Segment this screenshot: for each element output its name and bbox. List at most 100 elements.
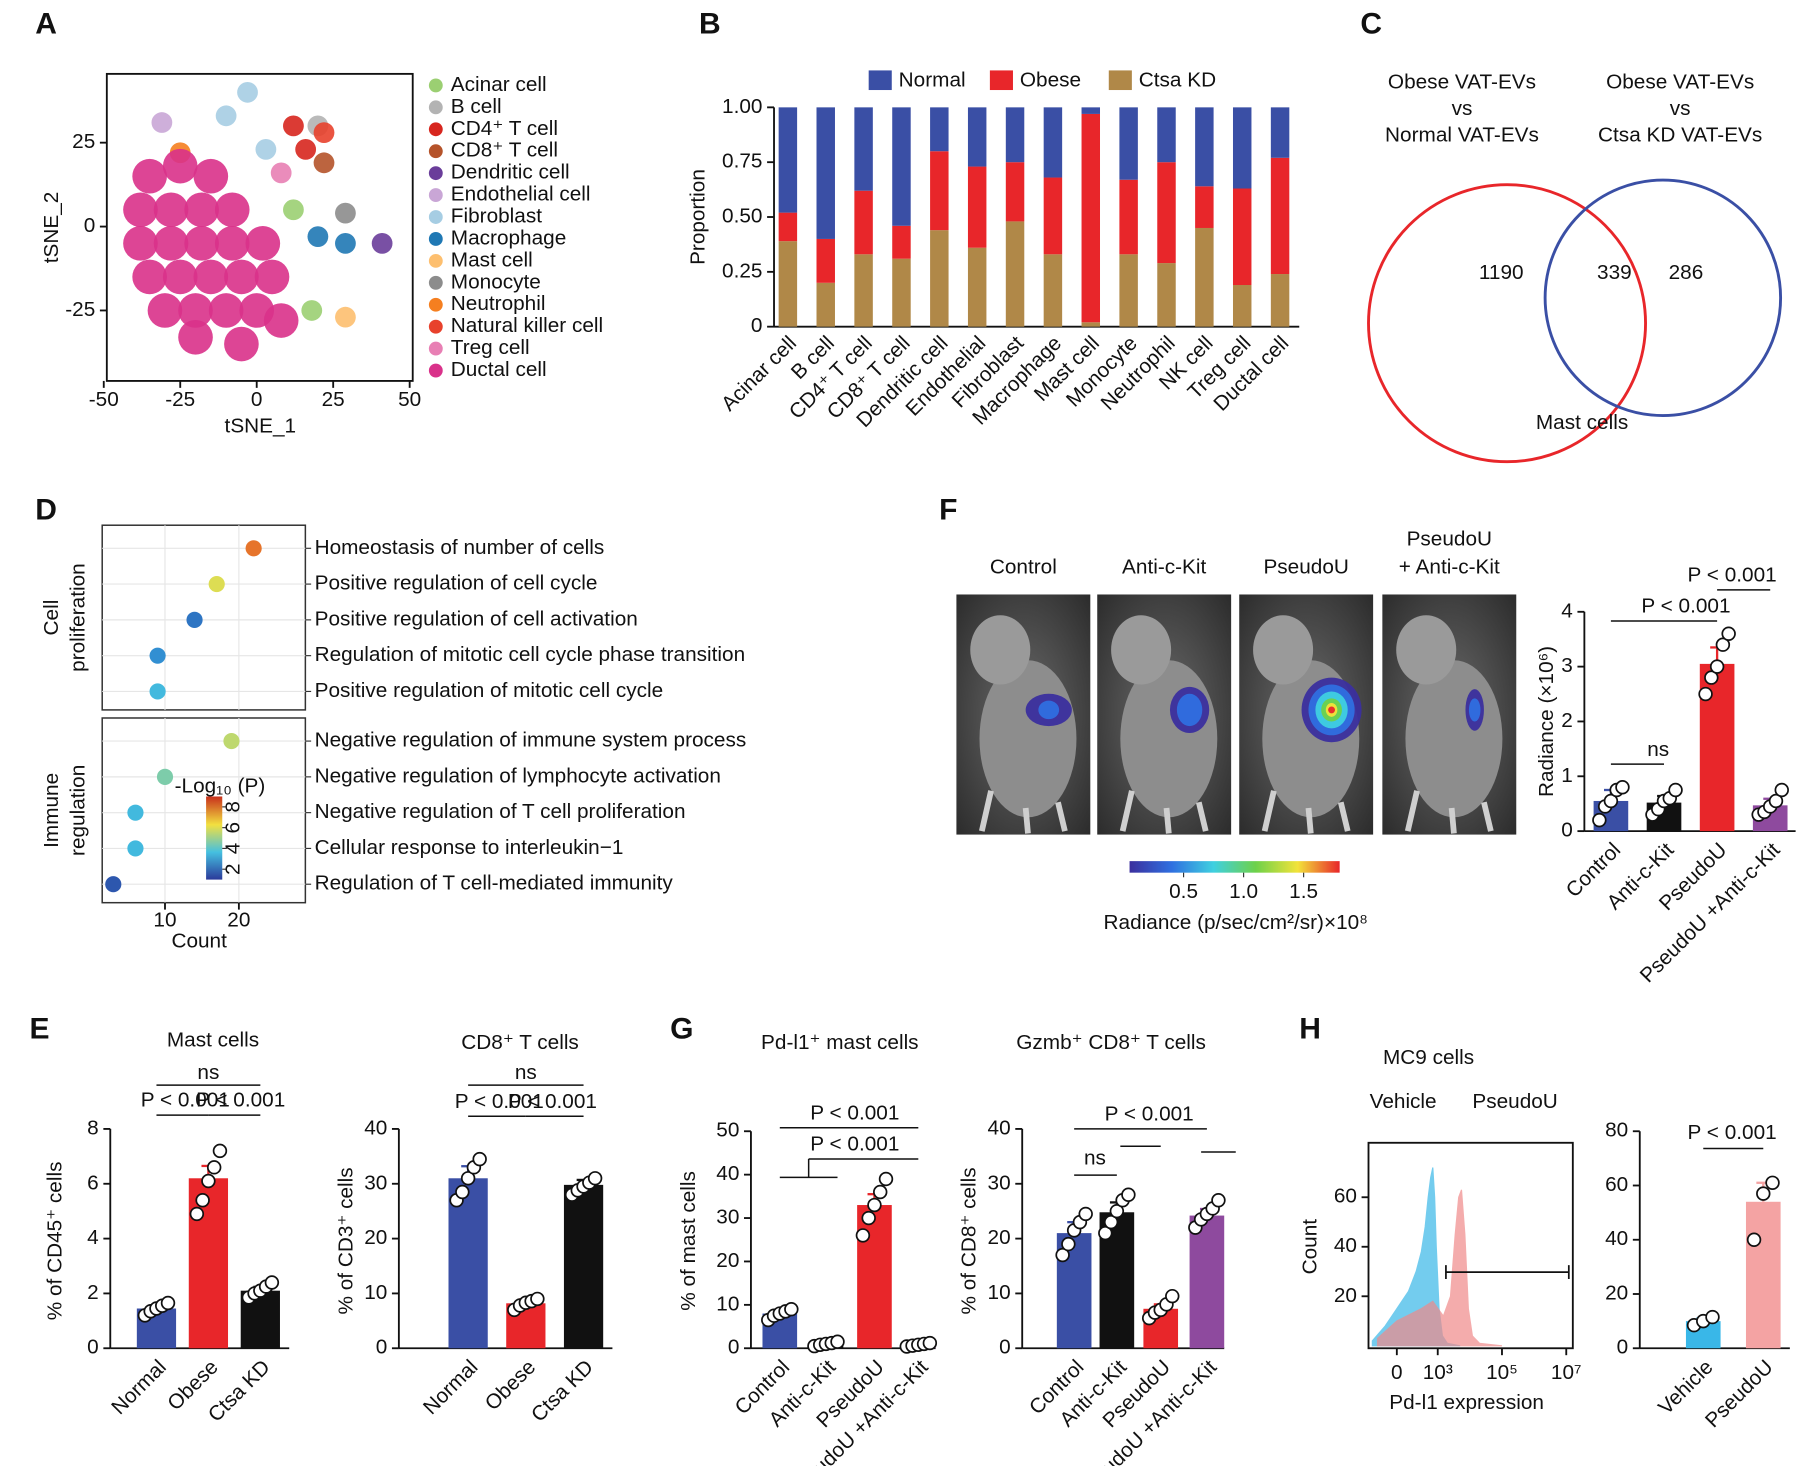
y-tick-label: 40 [1334, 1234, 1357, 1257]
panel-letter: B [699, 7, 721, 40]
data-point [455, 1184, 470, 1200]
y-axis-label: % of mast cells [677, 1171, 700, 1311]
data-point [1668, 782, 1683, 798]
y-tick-label: 60 [1334, 1185, 1357, 1208]
bar-segment [854, 190, 873, 255]
data-point [1709, 659, 1725, 674]
term-label: Homeostasis of number of cells [315, 536, 605, 559]
bar-segment [1157, 107, 1176, 163]
chart-title: Gzmb⁺ CD8⁺ T cells [1016, 1031, 1206, 1054]
set-label: vs [1452, 97, 1473, 120]
scatter-point [313, 152, 335, 174]
bar [563, 1184, 604, 1349]
legend-marker [428, 188, 443, 203]
scatter-point [123, 192, 158, 228]
term-label: Negative regulation of lymphocyte activa… [315, 764, 721, 787]
y-tick-label: 20 [1605, 1281, 1628, 1304]
set-label: Normal VAT-EVs [1385, 124, 1539, 147]
bar-segment [1232, 107, 1252, 189]
bar-segment [1005, 221, 1025, 327]
annotation: P < 0.001 [1688, 1121, 1777, 1144]
legend-swatch [989, 70, 1013, 91]
scatter-point [335, 232, 356, 254]
scatter-point [335, 202, 356, 224]
data-point [189, 1206, 205, 1222]
y-tick-label: 10 [364, 1281, 387, 1304]
legend-marker [428, 319, 443, 334]
scatter-point [132, 158, 167, 194]
legend-marker [428, 144, 443, 159]
scatter-point [224, 259, 259, 295]
bar-segment [1270, 107, 1290, 158]
term-label: Negative regulation of T cell proliferat… [315, 800, 686, 823]
y-tick-label: 1 [1561, 764, 1573, 787]
y-tick-label: 60 [1605, 1173, 1628, 1196]
y-tick-label: 50 [716, 1119, 739, 1142]
legend-label: CD4⁺ T cell [451, 117, 558, 140]
x-tick-label: 10⁵ [1486, 1361, 1518, 1384]
legend-marker [428, 363, 443, 378]
mouse-head [1396, 615, 1457, 685]
scatter-point [270, 162, 292, 184]
legend-label: Acinar cell [451, 73, 547, 96]
scatter-point [193, 158, 229, 194]
panel-letter: D [35, 493, 57, 526]
bar-segment [1157, 162, 1176, 264]
count-label: 286 [1669, 261, 1704, 284]
colorbar-title: -Log₁₀ (P) [175, 775, 266, 798]
set-label: Obese VAT-EVs [1606, 71, 1754, 94]
legend-marker [428, 166, 443, 181]
data-point [878, 1171, 894, 1187]
y-tick-label: 40 [988, 1116, 1011, 1139]
data-point [1721, 626, 1736, 641]
x-tick-label: Ctsa KD [527, 1356, 598, 1427]
chart-title: Pd-l1⁺ mast cells [761, 1031, 919, 1054]
data-point [530, 1291, 545, 1307]
y-tick-label: 0 [376, 1336, 388, 1359]
bar-segment [816, 238, 835, 283]
colorbar-label: Radiance (p/sec/cm²/sr)×10⁸ [1104, 911, 1368, 934]
y-tick-label: 30 [364, 1171, 387, 1194]
image-label: Control [990, 555, 1057, 578]
annotation: P < 0.001 [1105, 1103, 1194, 1126]
bar-segment [967, 107, 987, 167]
x-axis-label: tSNE_1 [225, 415, 297, 438]
group-label: proliferation [67, 563, 90, 672]
bar-segment [854, 254, 873, 327]
colorbar-tick-label: 6 [221, 822, 244, 834]
bar-segment [1119, 254, 1138, 327]
bar-segment [1195, 227, 1214, 327]
mouse-legs [1261, 790, 1351, 834]
data-point [1061, 1236, 1076, 1252]
data-point [922, 1335, 938, 1351]
term-label: Negative regulation of immune system pro… [315, 729, 747, 752]
bar-segment [778, 241, 798, 327]
bar [1745, 1201, 1781, 1349]
chart-title: MC9 cells [1383, 1046, 1474, 1069]
y-tick-label: 20 [988, 1226, 1011, 1249]
scatter-point [123, 226, 158, 261]
x-tick-label: 0 [251, 388, 263, 411]
scatter-point [208, 293, 244, 328]
bar-segment [778, 107, 798, 213]
y-tick-label: 40 [1605, 1227, 1628, 1250]
bar-segment [1119, 179, 1138, 255]
x-tick-label: -25 [165, 388, 195, 411]
scatter-point [301, 300, 323, 321]
y-tick-label: 10 [988, 1281, 1011, 1304]
scatter-point [178, 319, 213, 355]
scatter-point [254, 259, 290, 295]
mouse-legs [1119, 790, 1209, 834]
annotation: P < 0.001 [508, 1090, 597, 1113]
bar-segment [1043, 107, 1063, 178]
data-point [861, 1210, 876, 1226]
y-tick-label: 0.75 [722, 150, 762, 173]
colorbar-tick-label: 1.0 [1229, 880, 1258, 903]
scatter-point [295, 138, 317, 160]
data-point [1715, 637, 1731, 652]
y-tick-label: 10 [716, 1292, 739, 1315]
data-point [1768, 793, 1784, 809]
y-axis-label: Radiance (×10⁶) [1535, 646, 1558, 797]
legend-swatch [868, 70, 892, 91]
data-point [1774, 782, 1789, 798]
